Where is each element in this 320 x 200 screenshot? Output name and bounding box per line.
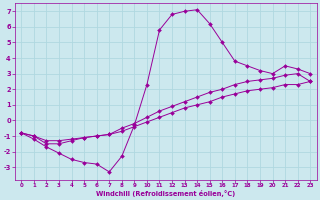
X-axis label: Windchill (Refroidissement éolien,°C): Windchill (Refroidissement éolien,°C) (96, 190, 236, 197)
